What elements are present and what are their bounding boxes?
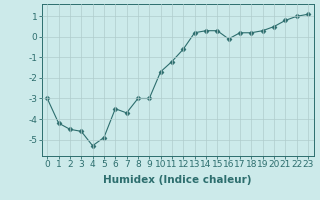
X-axis label: Humidex (Indice chaleur): Humidex (Indice chaleur)	[103, 175, 252, 185]
